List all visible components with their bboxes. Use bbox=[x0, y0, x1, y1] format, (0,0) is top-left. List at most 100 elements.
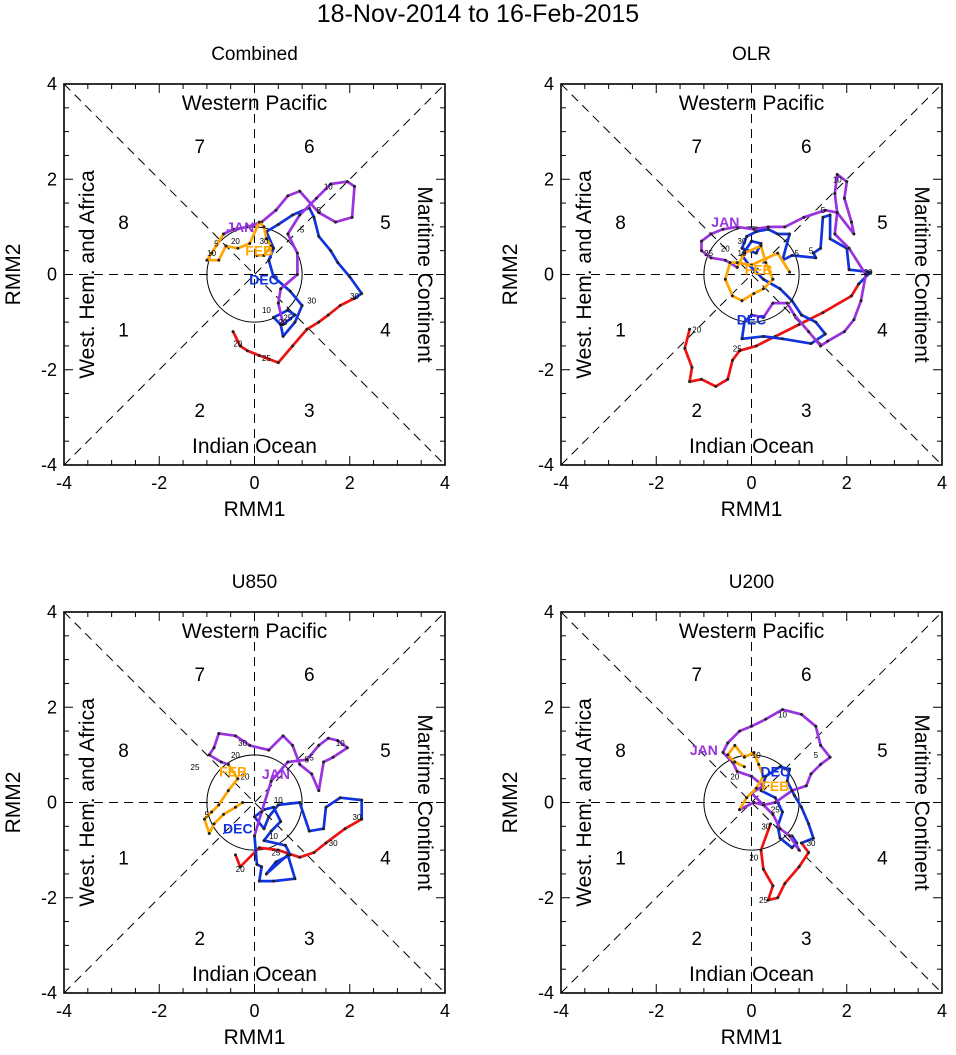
daily-point-marker bbox=[283, 843, 287, 847]
day-label: 5 bbox=[300, 225, 305, 234]
daily-point-marker bbox=[742, 755, 746, 759]
daily-point-marker bbox=[233, 734, 237, 738]
daily-point-marker bbox=[733, 760, 737, 764]
y-tick-label: 4 bbox=[47, 602, 57, 622]
y-tick-label: -4 bbox=[538, 455, 554, 475]
daily-point-marker bbox=[312, 215, 316, 219]
month-label: JAN bbox=[690, 742, 718, 758]
daily-point-marker bbox=[267, 748, 271, 752]
daily-point-marker bbox=[742, 320, 746, 324]
daily-point-marker bbox=[222, 232, 226, 236]
daily-point-marker bbox=[761, 867, 765, 871]
y-tick-label: 2 bbox=[47, 169, 57, 189]
daily-point-marker bbox=[740, 337, 744, 341]
daily-point-marker bbox=[761, 287, 765, 291]
day-label: 30 bbox=[738, 237, 747, 246]
daily-point-marker bbox=[699, 239, 703, 243]
x-tick-label: 2 bbox=[842, 473, 852, 493]
daily-point-marker bbox=[780, 810, 784, 814]
phase-number: 8 bbox=[118, 213, 129, 234]
daily-point-marker bbox=[286, 308, 290, 312]
daily-point-marker bbox=[759, 789, 763, 793]
y-tick-label: -4 bbox=[41, 983, 57, 1003]
month-label: JAN bbox=[262, 766, 290, 782]
day-label: 5 bbox=[205, 810, 210, 819]
day-label: 20 bbox=[279, 318, 288, 327]
daily-point-marker bbox=[792, 313, 796, 317]
day-label: 20 bbox=[236, 865, 245, 874]
x-tick-label: 4 bbox=[440, 1001, 450, 1021]
daily-point-marker bbox=[802, 215, 806, 219]
day-label: 10 bbox=[262, 306, 271, 315]
daily-point-marker bbox=[345, 746, 349, 750]
daily-point-marker bbox=[764, 261, 768, 265]
daily-point-marker bbox=[828, 237, 832, 241]
daily-point-marker bbox=[776, 251, 780, 255]
region-label-bottom: Indian Ocean bbox=[689, 435, 814, 458]
daily-point-marker bbox=[324, 805, 328, 809]
daily-point-marker bbox=[245, 225, 249, 229]
x-axis-label: RMM1 bbox=[721, 498, 783, 521]
y-tick-label: 2 bbox=[544, 169, 554, 189]
daily-point-marker bbox=[742, 765, 746, 769]
daily-point-marker bbox=[360, 292, 364, 296]
daily-point-marker bbox=[219, 760, 223, 764]
phase-number: 5 bbox=[877, 213, 888, 234]
daily-point-marker bbox=[833, 232, 837, 236]
daily-point-marker bbox=[828, 213, 832, 217]
daily-point-marker bbox=[224, 244, 228, 248]
region-label-bottom: Indian Ocean bbox=[192, 435, 317, 458]
month-label: JAN bbox=[711, 214, 739, 230]
day-label: 30 bbox=[761, 822, 770, 831]
daily-point-marker bbox=[217, 803, 221, 807]
daily-point-marker bbox=[761, 334, 765, 338]
y-axis-label: RMM2 bbox=[499, 772, 522, 834]
day-label: 5 bbox=[795, 249, 800, 258]
phase-number: 1 bbox=[615, 320, 626, 341]
daily-point-marker bbox=[735, 265, 739, 269]
daily-point-marker bbox=[735, 261, 739, 265]
y-axis-label: RMM2 bbox=[499, 244, 522, 306]
daily-point-marker bbox=[298, 801, 302, 804]
daily-point-marker bbox=[279, 287, 283, 291]
daily-point-marker bbox=[269, 779, 273, 783]
x-tick-label: -2 bbox=[151, 473, 167, 493]
daily-point-marker bbox=[253, 815, 256, 819]
daily-point-marker bbox=[305, 758, 309, 762]
daily-point-marker bbox=[809, 772, 813, 776]
daily-point-marker bbox=[276, 848, 280, 852]
daily-point-marker bbox=[690, 365, 694, 369]
daily-point-marker bbox=[723, 258, 727, 262]
daily-point-marker bbox=[238, 865, 242, 869]
daily-point-marker bbox=[835, 211, 839, 215]
daily-point-marker bbox=[790, 299, 794, 303]
daily-point-marker bbox=[735, 225, 739, 229]
phase-number: 4 bbox=[380, 320, 391, 341]
day-label: 10 bbox=[778, 710, 787, 719]
y-tick-label: -2 bbox=[41, 888, 57, 908]
daily-point-marker bbox=[842, 196, 846, 200]
daily-point-marker bbox=[324, 841, 328, 845]
month-label: FEB bbox=[745, 262, 773, 278]
x-tick-label: -4 bbox=[553, 473, 569, 493]
daily-point-marker bbox=[295, 251, 299, 255]
daily-point-marker bbox=[790, 253, 794, 257]
daily-point-marker bbox=[683, 346, 687, 350]
daily-point-marker bbox=[338, 796, 342, 800]
daily-point-marker bbox=[207, 753, 211, 757]
day-label: 30 bbox=[260, 237, 269, 246]
daily-point-marker bbox=[231, 227, 235, 231]
daily-point-marker bbox=[257, 220, 261, 224]
day-label: 20 bbox=[231, 237, 240, 246]
x-tick-label: -2 bbox=[648, 1001, 664, 1021]
daily-point-marker bbox=[800, 805, 804, 809]
phase-number: 6 bbox=[304, 665, 315, 686]
daily-point-marker bbox=[276, 361, 280, 365]
daily-point-marker bbox=[797, 848, 801, 852]
daily-point-marker bbox=[800, 841, 804, 845]
daily-point-marker bbox=[754, 786, 758, 790]
day-label: 10 bbox=[269, 832, 278, 841]
y-tick-label: -4 bbox=[538, 983, 554, 1003]
daily-point-marker bbox=[814, 320, 818, 324]
x-tick-label: 2 bbox=[345, 1001, 355, 1021]
